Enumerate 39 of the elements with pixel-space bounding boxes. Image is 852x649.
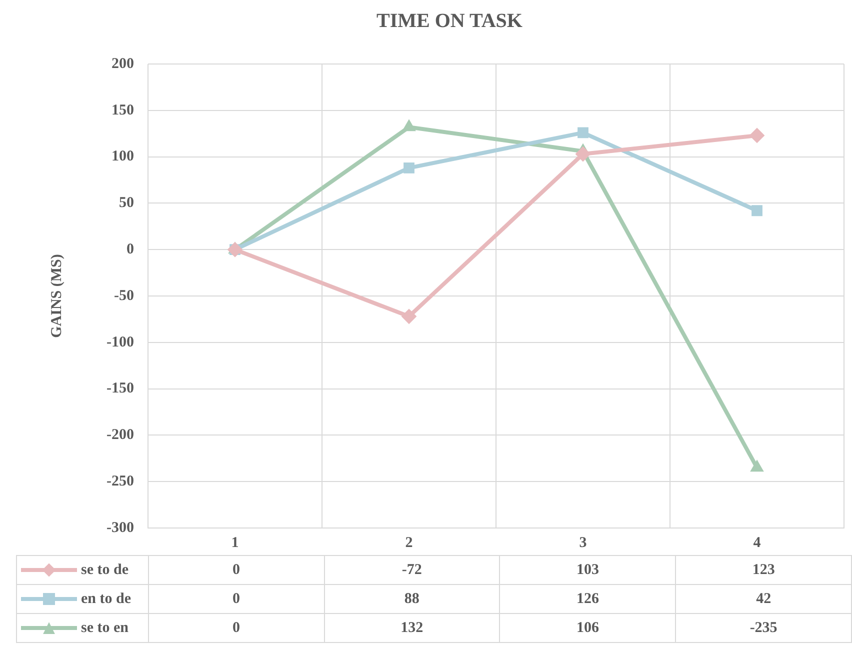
data-label: 0	[148, 614, 324, 642]
data-label: 106	[500, 614, 676, 642]
y-tick-label: -250	[106, 473, 134, 490]
point	[576, 146, 590, 162]
y-tick-label: 200	[112, 56, 134, 72]
data-label: -235	[676, 614, 852, 642]
data-label: 126	[500, 584, 676, 614]
point	[578, 127, 588, 138]
data-label: 0	[148, 584, 324, 614]
point	[750, 460, 764, 472]
y-tick-label: -300	[106, 520, 134, 536]
point	[404, 162, 414, 174]
data-label: 123	[676, 556, 852, 584]
y-tick-label: 0	[126, 241, 134, 258]
y-axis-title: GAINS (MS)	[48, 254, 65, 338]
point	[752, 205, 762, 216]
x-tick-label: 3	[579, 534, 587, 551]
y-tick-label: 50	[119, 195, 134, 212]
data-label: 0	[148, 556, 324, 584]
y-tick-label: 100	[112, 148, 134, 165]
y-tick-label: -200	[106, 427, 134, 444]
y-tick-label: -150	[106, 380, 134, 397]
chart-title: TIME ON TASK	[376, 10, 523, 32]
data-label: -72	[324, 556, 500, 584]
data-label: 88	[324, 584, 500, 614]
data-label: 103	[500, 556, 676, 584]
legend-label: en to de	[81, 590, 131, 606]
x-tick-label: 1	[231, 534, 239, 551]
y-tick-label: 150	[112, 102, 134, 118]
y-tick-label: -100	[106, 334, 134, 350]
legend-label: se to en	[81, 620, 128, 636]
data-label: 42	[676, 584, 852, 614]
legend-label: se to de	[81, 562, 128, 578]
y-tick-label: -50	[114, 288, 134, 304]
x-tick-label: 4	[753, 534, 762, 551]
x-tick-label: 2	[405, 534, 413, 551]
point	[402, 308, 416, 324]
data-label: 132	[324, 614, 500, 642]
point	[750, 128, 764, 143]
